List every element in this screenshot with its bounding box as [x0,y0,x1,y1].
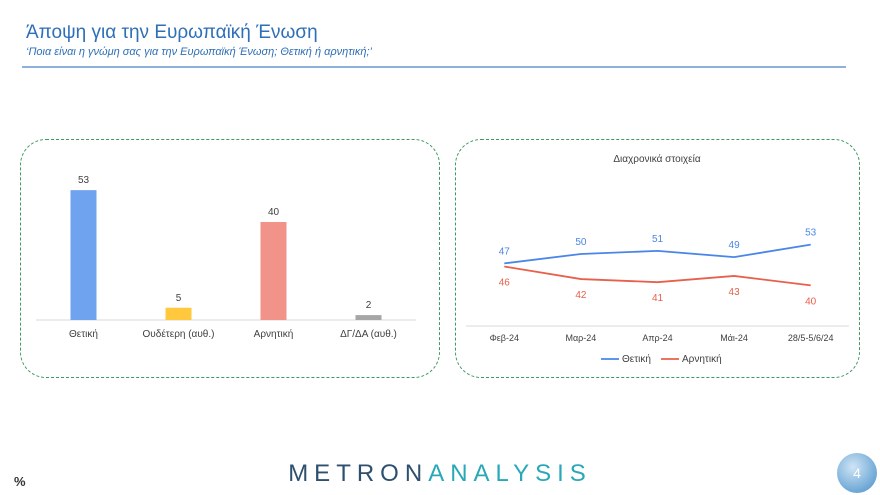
series-2-label-3: 41 [652,293,664,304]
x-tick-label-3: Απρ-24 [642,333,672,343]
x-tick-label-4: Μάι-24 [720,333,748,343]
series-2-label-4: 43 [729,287,741,298]
bar-chart: 53 Θετική 5 Ουδέτερη (αυθ.) 40 Αρνητική 2 ΔΓ/ΔΑ… [36,175,416,340]
series-1-label-4: 49 [729,240,741,251]
page-number-badge: 4 [837,453,877,493]
line-chart-panel: Διαχρονικά στοιχεία Φεβ-24 Μαρ-24 Απρ-24 Μάι… [455,139,860,378]
bar-2 [165,307,192,320]
series-2-label-5: 40 [805,296,817,307]
bar-value-label-4: 2 [366,300,372,311]
bar-value-label-3: 40 [268,207,280,218]
series-1-label-3: 51 [652,234,664,245]
series-2-label-2: 42 [575,290,587,301]
series-1-label-1: 47 [499,246,511,257]
bar-3 [260,222,287,320]
bar-chart-panel: 53 Θετική 5 Ουδέτερη (αυθ.) 40 Αρνητική 2 ΔΓ/ΔΑ… [20,139,440,378]
page-title: Άποψη για την Ευρωπαϊκή Ένωση [26,22,318,43]
legend-label-1: Θετική [622,353,651,365]
line-chart-title: Διαχρονικά στοιχεία [613,153,701,165]
bar-value-label-2: 5 [176,293,182,304]
x-tick-label-4: ΔΓ/ΔΑ (αυθ.) [340,329,397,340]
unit-label: % [14,474,26,489]
series-2-label-1: 46 [499,278,511,289]
bar-4 [355,315,382,320]
series-line-1 [504,243,811,265]
legend-label-2: Αρνητική [682,353,722,365]
title-divider [22,66,846,68]
series-line-2 [504,265,811,287]
x-tick-label-1: Θετική [69,328,98,340]
bar-value-label-1: 53 [78,175,90,186]
metron-analysis-logo: METRONANALYSIS [0,460,880,488]
x-tick-label-5: 28/5-5/6/24 [788,333,834,343]
bar-1 [70,190,97,320]
x-tick-label-2: Μαρ-24 [565,333,596,343]
series-1-label-5: 53 [805,228,817,239]
line-chart: Διαχρονικά στοιχεία Φεβ-24 Μαρ-24 Απρ-24 Μάι… [466,153,849,365]
x-tick-label-2: Ουδέτερη (αυθ.) [143,328,215,340]
series-1-label-2: 50 [575,237,587,248]
logo-right-text: ANALYSIS [428,460,592,487]
logo-left-text: METRON [288,460,429,487]
page-subtitle: ‘Ποια είναι η γνώμη σας για την Ευρωπαϊκ… [26,46,372,58]
x-tick-label-1: Φεβ-24 [490,333,519,343]
x-tick-label-3: Αρνητική [254,328,294,340]
